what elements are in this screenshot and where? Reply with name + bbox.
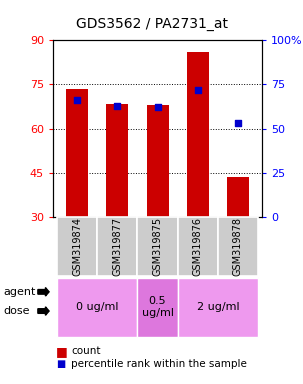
Bar	[138, 217, 178, 276]
Bar	[187, 52, 209, 217]
Point	[115, 103, 120, 109]
Text: percentile rank within the sample: percentile rank within the sample	[71, 359, 247, 369]
Text: 0.5
ug/ml: 0.5 ug/ml	[142, 296, 174, 318]
Bar	[66, 89, 88, 217]
Text: GSM319876: GSM319876	[193, 217, 203, 276]
Text: 0 ug/ml: 0 ug/ml	[76, 302, 118, 312]
Bar	[138, 277, 258, 306]
Bar	[147, 105, 168, 217]
Bar	[178, 278, 258, 337]
Text: control: control	[77, 285, 118, 298]
Text: agent: agent	[3, 287, 35, 297]
Text: GSM319877: GSM319877	[112, 217, 122, 276]
Bar	[227, 177, 249, 217]
Point	[75, 97, 80, 103]
Text: azithromycin: azithromycin	[159, 285, 236, 298]
Text: ■: ■	[56, 359, 65, 369]
Text: dose: dose	[3, 306, 29, 316]
Bar	[106, 104, 128, 217]
Text: GSM319878: GSM319878	[233, 217, 243, 276]
Text: count: count	[71, 346, 101, 356]
Text: GDS3562 / PA2731_at: GDS3562 / PA2731_at	[75, 17, 228, 31]
Point	[235, 120, 240, 126]
Bar	[178, 217, 218, 276]
Bar	[97, 217, 138, 276]
Bar	[57, 217, 97, 276]
Text: GSM319875: GSM319875	[152, 217, 163, 276]
Bar	[57, 278, 138, 337]
Bar	[218, 217, 258, 276]
Point	[195, 87, 200, 93]
Bar	[138, 278, 178, 337]
Text: GSM319874: GSM319874	[72, 217, 82, 276]
Text: 2 ug/ml: 2 ug/ml	[197, 302, 239, 312]
Bar	[57, 277, 138, 306]
Point	[155, 104, 160, 111]
Text: ■: ■	[56, 345, 68, 358]
